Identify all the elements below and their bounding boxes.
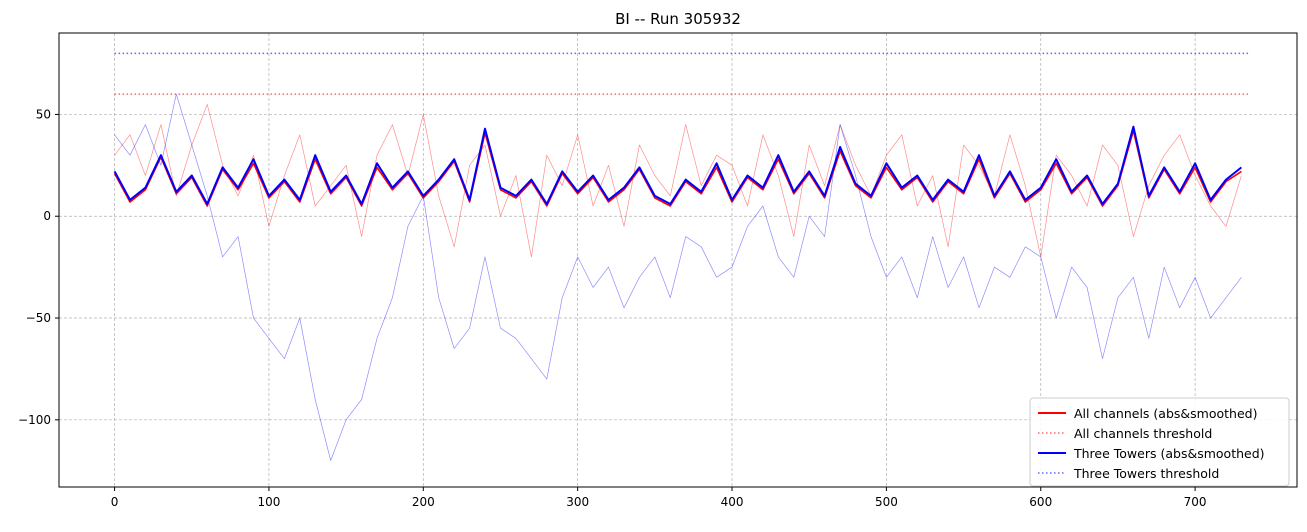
x-tick-label: 700	[1184, 495, 1207, 509]
legend-box	[1029, 397, 1290, 487]
series-three-towers-abs-smoothed	[113, 125, 1243, 205]
series-unlabeled-blue-raw	[114, 93, 1242, 461]
legend-label: All channels threshold	[1074, 426, 1212, 441]
x-tick-label: 0	[111, 495, 119, 509]
series-all-channels-abs-smoothed	[113, 129, 1242, 207]
chart-title: BI -- Run 305932	[615, 10, 741, 28]
y-tick-label: 0	[43, 209, 51, 223]
series-unlabeled-red-raw	[114, 103, 1242, 258]
legend-label: All channels (abs&smoothed)	[1074, 406, 1257, 421]
axis-ticks: 0 100 200 300 400 500 600 700 −100 −50 0 50	[18, 107, 1207, 509]
legend-label: Three Towers threshold	[1073, 466, 1219, 481]
y-tick-label: −50	[26, 311, 51, 325]
legend-label: Three Towers (abs&smoothed)	[1073, 446, 1265, 461]
y-tick-label: −100	[18, 413, 51, 427]
plot-frame	[58, 32, 1298, 488]
x-tick-label: 400	[721, 495, 744, 509]
x-tick-label: 600	[1029, 495, 1052, 509]
x-tick-label: 100	[257, 495, 280, 509]
x-tick-label: 300	[566, 495, 589, 509]
y-tick-label: 50	[36, 107, 51, 121]
plot-lines	[113, 52, 1250, 461]
x-tick-label: 200	[412, 495, 435, 509]
legend: All channels (abs&smoothed) All channels …	[1029, 397, 1290, 487]
x-tick-label: 500	[875, 495, 898, 509]
